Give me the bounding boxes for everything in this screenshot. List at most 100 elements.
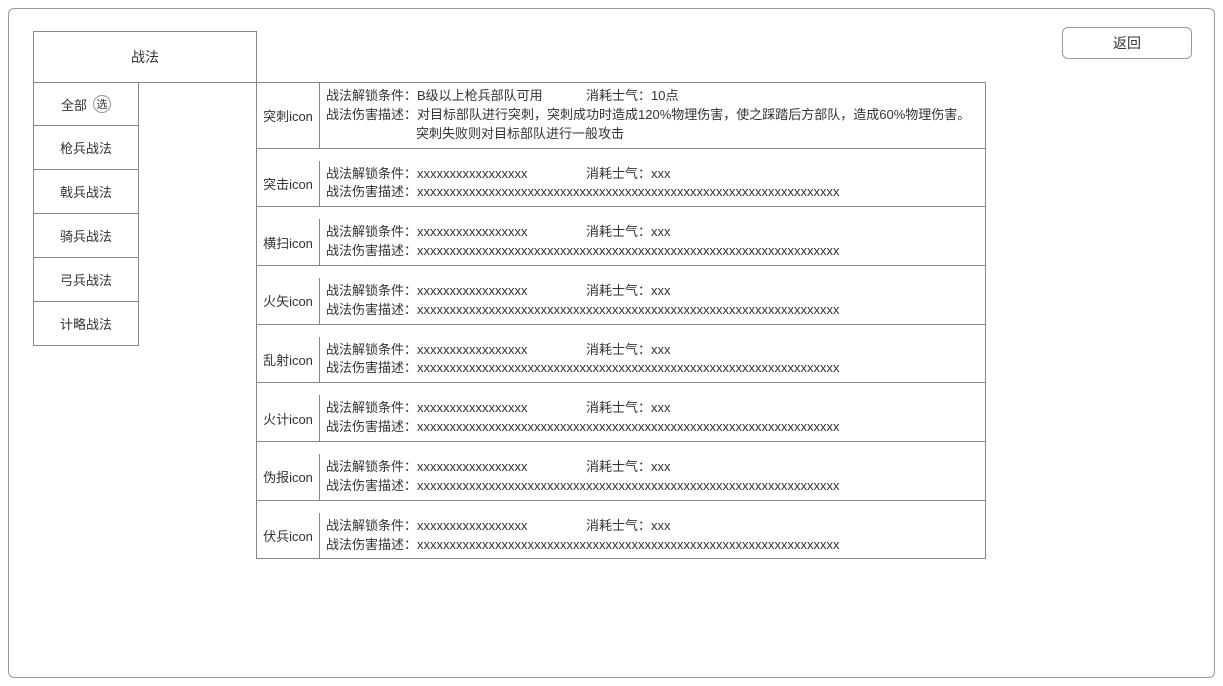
tactic-detail: 战法解锁条件：xxxxxxxxxxxxxxxxx 消耗士气：xxx 战法伤害描述… — [320, 337, 986, 383]
category-item-all[interactable]: 全部 选 — [34, 82, 138, 126]
cost-prefix: 消耗士气： — [586, 166, 651, 181]
unlock-prefix: 战法解锁条件： — [326, 283, 417, 298]
unlock-value: xxxxxxxxxxxxxxxxx — [417, 518, 528, 533]
desc-prefix: 战法伤害描述： — [326, 243, 417, 258]
desc-value: 对目标部队进行突刺，突刺成功时造成120%物理伤害，使之踩踏后方部队，造成60%… — [417, 107, 970, 122]
category-label: 枪兵战法 — [60, 138, 112, 157]
spacer — [256, 442, 986, 454]
category-label: 戟兵战法 — [60, 182, 112, 201]
desc-value: xxxxxxxxxxxxxxxxxxxxxxxxxxxxxxxxxxxxxxxx… — [417, 419, 840, 434]
back-button[interactable]: 返回 — [1062, 27, 1192, 59]
tactic-row[interactable]: 突刺icon 战法解锁条件：B级以上枪兵部队可用 消耗士气：10点 战法伤害描述… — [256, 83, 986, 149]
cost-prefix: 消耗士气： — [586, 224, 651, 239]
cost-value: xxx — [651, 459, 671, 474]
tactic-name: 乱射icon — [256, 337, 320, 383]
category-label: 全部 — [61, 95, 87, 114]
tactic-detail: 战法解锁条件：xxxxxxxxxxxxxxxxx 消耗士气：xxx 战法伤害描述… — [320, 395, 986, 441]
spacer — [256, 501, 986, 513]
desc-prefix: 战法伤害描述： — [326, 302, 417, 317]
tactic-row[interactable]: 乱射icon 战法解锁条件：xxxxxxxxxxxxxxxxx 消耗士气：xxx… — [256, 337, 986, 384]
tactic-name: 火计icon — [256, 395, 320, 441]
spacer — [256, 149, 986, 161]
cost-prefix: 消耗士气： — [586, 518, 651, 533]
unlock-prefix: 战法解锁条件： — [326, 88, 417, 103]
tactic-name: 伪报icon — [256, 454, 320, 500]
cost-prefix: 消耗士气： — [586, 459, 651, 474]
spacer — [256, 325, 986, 337]
page-title-text: 战法 — [131, 47, 159, 67]
tactic-name: 横扫icon — [256, 219, 320, 265]
category-item-cavalry[interactable]: 骑兵战法 — [34, 214, 138, 258]
tactic-row[interactable]: 伏兵icon 战法解锁条件：xxxxxxxxxxxxxxxxx 消耗士气：xxx… — [256, 513, 986, 560]
desc-value: xxxxxxxxxxxxxxxxxxxxxxxxxxxxxxxxxxxxxxxx… — [417, 537, 840, 552]
category-label: 计略战法 — [60, 314, 112, 333]
tactic-name: 突刺icon — [256, 83, 320, 148]
cost-value: xxx — [651, 400, 671, 415]
tactic-name: 伏兵icon — [256, 513, 320, 559]
unlock-value: xxxxxxxxxxxxxxxxx — [417, 459, 528, 474]
tactic-row[interactable]: 横扫icon 战法解锁条件：xxxxxxxxxxxxxxxxx 消耗士气：xxx… — [256, 219, 986, 266]
desc-value: xxxxxxxxxxxxxxxxxxxxxxxxxxxxxxxxxxxxxxxx… — [417, 243, 840, 258]
desc-prefix: 战法伤害描述： — [326, 360, 417, 375]
tactic-row[interactable]: 火矢icon 战法解锁条件：xxxxxxxxxxxxxxxxx 消耗士气：xxx… — [256, 278, 986, 325]
spacer — [256, 207, 986, 219]
category-item-spear[interactable]: 枪兵战法 — [34, 126, 138, 170]
tactic-detail: 战法解锁条件：B级以上枪兵部队可用 消耗士气：10点 战法伤害描述：对目标部队进… — [320, 83, 986, 148]
tactic-name: 突击icon — [256, 161, 320, 207]
category-item-archer[interactable]: 弓兵战法 — [34, 258, 138, 302]
tactic-row[interactable]: 火计icon 战法解锁条件：xxxxxxxxxxxxxxxxx 消耗士气：xxx… — [256, 395, 986, 442]
cost-value: xxx — [651, 342, 671, 357]
unlock-value: xxxxxxxxxxxxxxxxx — [417, 400, 528, 415]
spacer — [256, 266, 986, 278]
cost-prefix: 消耗士气： — [586, 400, 651, 415]
unlock-value: xxxxxxxxxxxxxxxxx — [417, 283, 528, 298]
cost-value: xxx — [651, 283, 671, 298]
unlock-value: xxxxxxxxxxxxxxxxx — [417, 224, 528, 239]
tactic-row[interactable]: 突击icon 战法解锁条件：xxxxxxxxxxxxxxxxx 消耗士气：xxx… — [256, 161, 986, 208]
unlock-prefix: 战法解锁条件： — [326, 224, 417, 239]
page-title: 战法 — [33, 31, 257, 83]
unlock-prefix: 战法解锁条件： — [326, 400, 417, 415]
category-label: 骑兵战法 — [60, 226, 112, 245]
tactic-detail: 战法解锁条件：xxxxxxxxxxxxxxxxx 消耗士气：xxx 战法伤害描述… — [320, 219, 986, 265]
desc-value: xxxxxxxxxxxxxxxxxxxxxxxxxxxxxxxxxxxxxxxx… — [417, 360, 840, 375]
desc-prefix: 战法伤害描述： — [326, 107, 417, 122]
desc-prefix: 战法伤害描述： — [326, 184, 417, 199]
unlock-value: xxxxxxxxxxxxxxxxx — [417, 166, 528, 181]
cost-value: 10点 — [651, 88, 678, 103]
unlock-prefix: 战法解锁条件： — [326, 459, 417, 474]
desc-prefix: 战法伤害描述： — [326, 478, 417, 493]
tactic-detail: 战法解锁条件：xxxxxxxxxxxxxxxxx 消耗士气：xxx 战法伤害描述… — [320, 161, 986, 207]
tactics-table: 突刺icon 战法解锁条件：B级以上枪兵部队可用 消耗士气：10点 战法伤害描述… — [256, 82, 986, 559]
cost-prefix: 消耗士气： — [586, 283, 651, 298]
cost-value: xxx — [651, 166, 671, 181]
tactic-detail: 战法解锁条件：xxxxxxxxxxxxxxxxx 消耗士气：xxx 战法伤害描述… — [320, 278, 986, 324]
left-column: 战法 全部 选 枪兵战法 戟兵战法 骑兵战法 弓兵战法 — [33, 31, 257, 346]
category-label: 弓兵战法 — [60, 270, 112, 289]
unlock-value: xxxxxxxxxxxxxxxxx — [417, 342, 528, 357]
cost-value: xxx — [651, 518, 671, 533]
desc-value: xxxxxxxxxxxxxxxxxxxxxxxxxxxxxxxxxxxxxxxx… — [417, 302, 840, 317]
category-item-halberd[interactable]: 戟兵战法 — [34, 170, 138, 214]
desc-value: xxxxxxxxxxxxxxxxxxxxxxxxxxxxxxxxxxxxxxxx… — [417, 478, 840, 493]
category-list: 全部 选 枪兵战法 戟兵战法 骑兵战法 弓兵战法 计略战法 — [33, 82, 139, 346]
tactic-detail: 战法解锁条件：xxxxxxxxxxxxxxxxx 消耗士气：xxx 战法伤害描述… — [320, 513, 986, 559]
tactic-detail: 战法解锁条件：xxxxxxxxxxxxxxxxx 消耗士气：xxx 战法伤害描述… — [320, 454, 986, 500]
tactic-name: 火矢icon — [256, 278, 320, 324]
tactic-row[interactable]: 伪报icon 战法解锁条件：xxxxxxxxxxxxxxxxx 消耗士气：xxx… — [256, 454, 986, 501]
content-area: 战法 全部 选 枪兵战法 戟兵战法 骑兵战法 弓兵战法 — [33, 31, 986, 559]
cost-prefix: 消耗士气： — [586, 88, 651, 103]
desc-continue: 突刺失败则对目标部队进行一般攻击 — [326, 125, 979, 144]
desc-value: xxxxxxxxxxxxxxxxxxxxxxxxxxxxxxxxxxxxxxxx… — [417, 184, 840, 199]
unlock-prefix: 战法解锁条件： — [326, 518, 417, 533]
unlock-prefix: 战法解锁条件： — [326, 342, 417, 357]
spacer — [256, 383, 986, 395]
desc-prefix: 战法伤害描述： — [326, 419, 417, 434]
cost-prefix: 消耗士气： — [586, 342, 651, 357]
unlock-prefix: 战法解锁条件： — [326, 166, 417, 181]
category-item-strategy[interactable]: 计略战法 — [34, 302, 138, 346]
desc-prefix: 战法伤害描述： — [326, 537, 417, 552]
cost-value: xxx — [651, 224, 671, 239]
unlock-value: B级以上枪兵部队可用 — [417, 88, 543, 103]
selected-badge-icon: 选 — [93, 95, 111, 113]
